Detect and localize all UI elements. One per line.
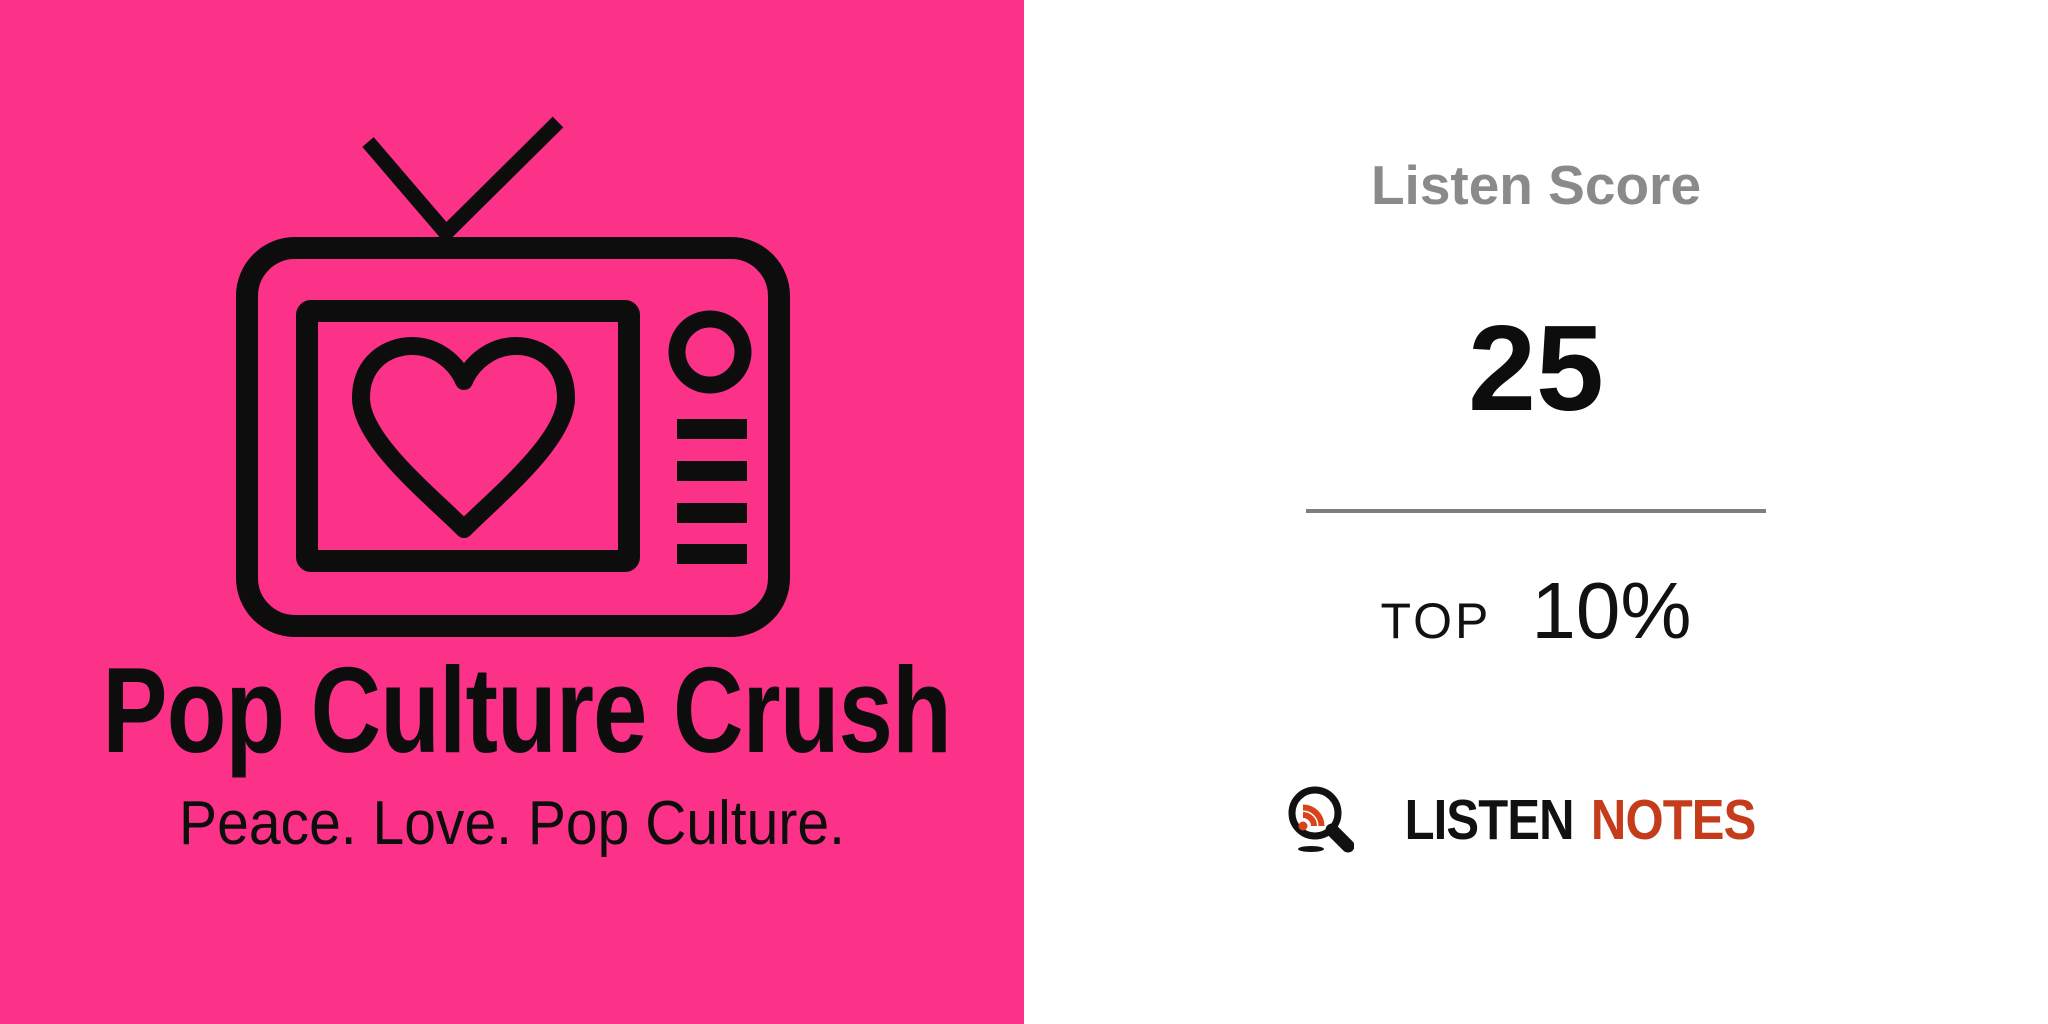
tv-screen [296, 300, 640, 572]
listen-score-label: Listen Score [1370, 154, 1702, 216]
top-percent-row: TOP 10% [1024, 571, 2048, 651]
tv-knob [668, 310, 752, 394]
heart-icon [352, 337, 575, 538]
tv-body [236, 237, 790, 637]
podcast-title: Pop Culture Crush [102, 642, 951, 778]
listen-score-value: 25 [1468, 300, 1604, 436]
magnifier-rss-icon [1288, 786, 1354, 853]
listen-notes-logo: LISTEN NOTES [1024, 784, 2048, 856]
tv-heart-icon [236, 116, 790, 637]
logo-word-listen: LISTEN [1404, 787, 1575, 852]
top-label: TOP [1380, 593, 1492, 649]
podcast-tagline: Peace. Love. Pop Culture. [179, 789, 845, 858]
divider-line [1306, 509, 1766, 513]
top-percent-value: 10% [1531, 566, 1692, 655]
tv-antenna [362, 116, 564, 245]
score-panel: Listen Score 25 TOP 10% LISTEN NOTES [1024, 0, 2048, 1024]
logo-wordmark: LISTEN NOTES [1404, 787, 1757, 852]
logo-word-notes: NOTES [1590, 787, 1756, 852]
podcast-artwork: Pop Culture Crush Peace. Love. Pop Cultu… [0, 0, 1024, 1024]
